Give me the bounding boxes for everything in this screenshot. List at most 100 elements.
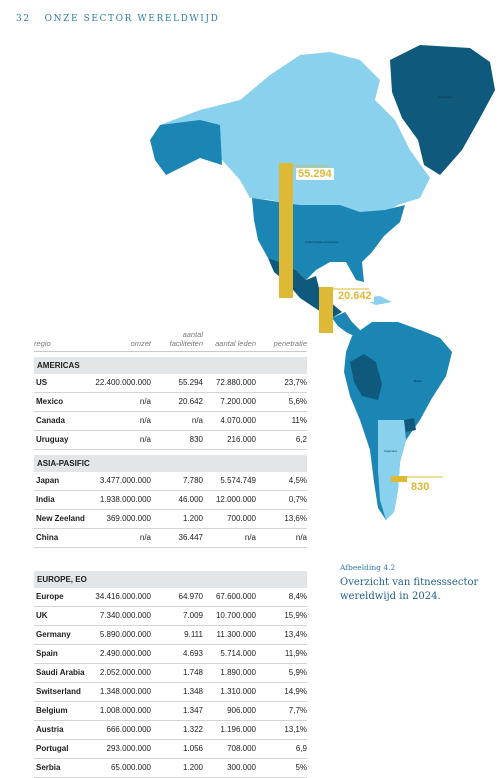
section-heading: AMERICAS: [34, 357, 307, 374]
col-regio: regio: [34, 339, 92, 348]
table-row: New Zeeland369.000.0001.200700.00013,6%: [34, 510, 307, 529]
table-cell: 700.000: [203, 510, 256, 528]
table-cell: 0,7%: [256, 491, 307, 509]
table-body: AMERICASUS22.400.000.00055.29472.880.000…: [34, 357, 307, 778]
table-cell: 216.000: [203, 431, 256, 449]
argentina-label: Argentina: [384, 449, 397, 453]
table-row: Germany5.890.000.0009.11111.300.00013,4%: [34, 626, 307, 645]
fitness-table: regio omzet aantal faciliteiten aantal l…: [34, 326, 307, 778]
table-cell: 2.490.000.000: [92, 645, 151, 663]
caption-text: Overzicht van fitnesssector wereldwijd i…: [340, 576, 480, 604]
table-cell: 7,7%: [256, 702, 307, 720]
table-cell: 666.000.000: [92, 721, 151, 739]
table-cell: Switserland: [34, 683, 92, 701]
table-cell: n/a: [92, 393, 151, 411]
section-spacer: [34, 548, 307, 566]
table-cell: Uruguay: [34, 431, 92, 449]
section-heading: ASIA-PASIFIC: [34, 455, 307, 472]
brazil-label: Brazil: [414, 379, 422, 383]
table-cell: Mexico: [34, 393, 92, 411]
table-cell: UK: [34, 607, 92, 625]
table-row: India1.938.000.00046.00012.000.0000,7%: [34, 491, 307, 510]
table-cell: 1.348.000.000: [92, 683, 151, 701]
table-row: Austria666.000.0001.3221.196.00013,1%: [34, 721, 307, 740]
table-cell: 12.000.000: [203, 491, 256, 509]
table-cell: n/a: [203, 529, 256, 547]
table-cell: Europe: [34, 588, 92, 606]
table-cell: 46.000: [151, 491, 203, 509]
table-cell: 36.447: [151, 529, 203, 547]
table-cell: 1.938.000.000: [92, 491, 151, 509]
table-row: Japan3.477.000.0007.7805.574.7494,5%: [34, 472, 307, 491]
table-row: Saudi Arabia2.052.000.0001.7481.890.0005…: [34, 664, 307, 683]
table-cell: 293.000.000: [92, 740, 151, 758]
table-cell: 1.196.000: [203, 721, 256, 739]
table-cell: 3.477.000.000: [92, 472, 151, 490]
table-cell: 7.200.000: [203, 393, 256, 411]
table-cell: 22.400.000.000: [92, 374, 151, 392]
table-cell: 5.574.749: [203, 472, 256, 490]
table-cell: 1.008.000.000: [92, 702, 151, 720]
table-cell: n/a: [256, 529, 307, 547]
table-cell: 20.642: [151, 393, 203, 411]
table-cell: 67.600.000: [203, 588, 256, 606]
argentina-shape: [378, 420, 406, 520]
table-cell: 708.000: [203, 740, 256, 758]
table-row: Europe34.416.000.00064.97067.600.0008,4%: [34, 588, 307, 607]
table-cell: Canada: [34, 412, 92, 430]
mexico-marker-label: 20.642: [336, 290, 374, 302]
table-cell: Portugal: [34, 740, 92, 758]
table-cell: 5.890.000.000: [92, 626, 151, 644]
table-cell: 1.056: [151, 740, 203, 758]
table-cell: India: [34, 491, 92, 509]
table-row: Mexicon/a20.6427.200.0005,6%: [34, 393, 307, 412]
table-row: Serbia65.000.0001.200300.0005%: [34, 759, 307, 778]
table-cell: 1.322: [151, 721, 203, 739]
table-row: Belgium1.008.000.0001.347906.0007,7%: [34, 702, 307, 721]
table-cell: 11.300.000: [203, 626, 256, 644]
table-row: Switserland1.348.000.0001.3481.310.00014…: [34, 683, 307, 702]
table-cell: 64.970: [151, 588, 203, 606]
alaska-shape: [150, 120, 222, 175]
table-cell: 72.880.000: [203, 374, 256, 392]
table-row: Uruguayn/a830216.0006,2: [34, 431, 307, 450]
table-cell: 5.714.000: [203, 645, 256, 663]
table-cell: 2.052.000.000: [92, 664, 151, 682]
table-cell: 4.693: [151, 645, 203, 663]
usa-label: United States of America: [305, 240, 338, 244]
table-cell: 1.200: [151, 510, 203, 528]
col-faciliteiten: aantal faciliteiten: [151, 330, 203, 348]
figure-caption: Afbeelding 4.2 Overzicht van fitnesssect…: [340, 563, 480, 604]
table-cell: 1.200: [151, 759, 203, 777]
table-cell: Japan: [34, 472, 92, 490]
greenland-label: Greenland: [438, 95, 452, 99]
table-cell: 9.111: [151, 626, 203, 644]
table-cell: 15,9%: [256, 607, 307, 625]
table-cell: 1.347: [151, 702, 203, 720]
table-cell: 14,9%: [256, 683, 307, 701]
table-row: Canadan/an/a4.070.00011%: [34, 412, 307, 431]
uruguay-shape: [404, 418, 416, 432]
table-cell: 6,2: [256, 431, 307, 449]
table-cell: n/a: [92, 529, 151, 547]
table-cell: 11%: [256, 412, 307, 430]
table-cell: 5%: [256, 759, 307, 777]
table-cell: 830: [151, 431, 203, 449]
table-cell: Saudi Arabia: [34, 664, 92, 682]
table-cell: US: [34, 374, 92, 392]
facility-bar: [391, 476, 407, 482]
table-cell: 4,5%: [256, 472, 307, 490]
table-row: Spain2.490.000.0004.6935.714.00011,9%: [34, 645, 307, 664]
table-cell: 300.000: [203, 759, 256, 777]
table-row: Chinan/a36.447n/an/a: [34, 529, 307, 548]
table-cell: 1.310.000: [203, 683, 256, 701]
table-cell: 65.000.000: [92, 759, 151, 777]
table-cell: 8,4%: [256, 588, 307, 606]
table-cell: 1.748: [151, 664, 203, 682]
table-row: UK7.340.000.0007.00910.700.00015,9%: [34, 607, 307, 626]
table-cell: 11,9%: [256, 645, 307, 663]
table-cell: Germany: [34, 626, 92, 644]
table-cell: 10.700.000: [203, 607, 256, 625]
table-cell: 7.340.000.000: [92, 607, 151, 625]
table-cell: 5,6%: [256, 393, 307, 411]
